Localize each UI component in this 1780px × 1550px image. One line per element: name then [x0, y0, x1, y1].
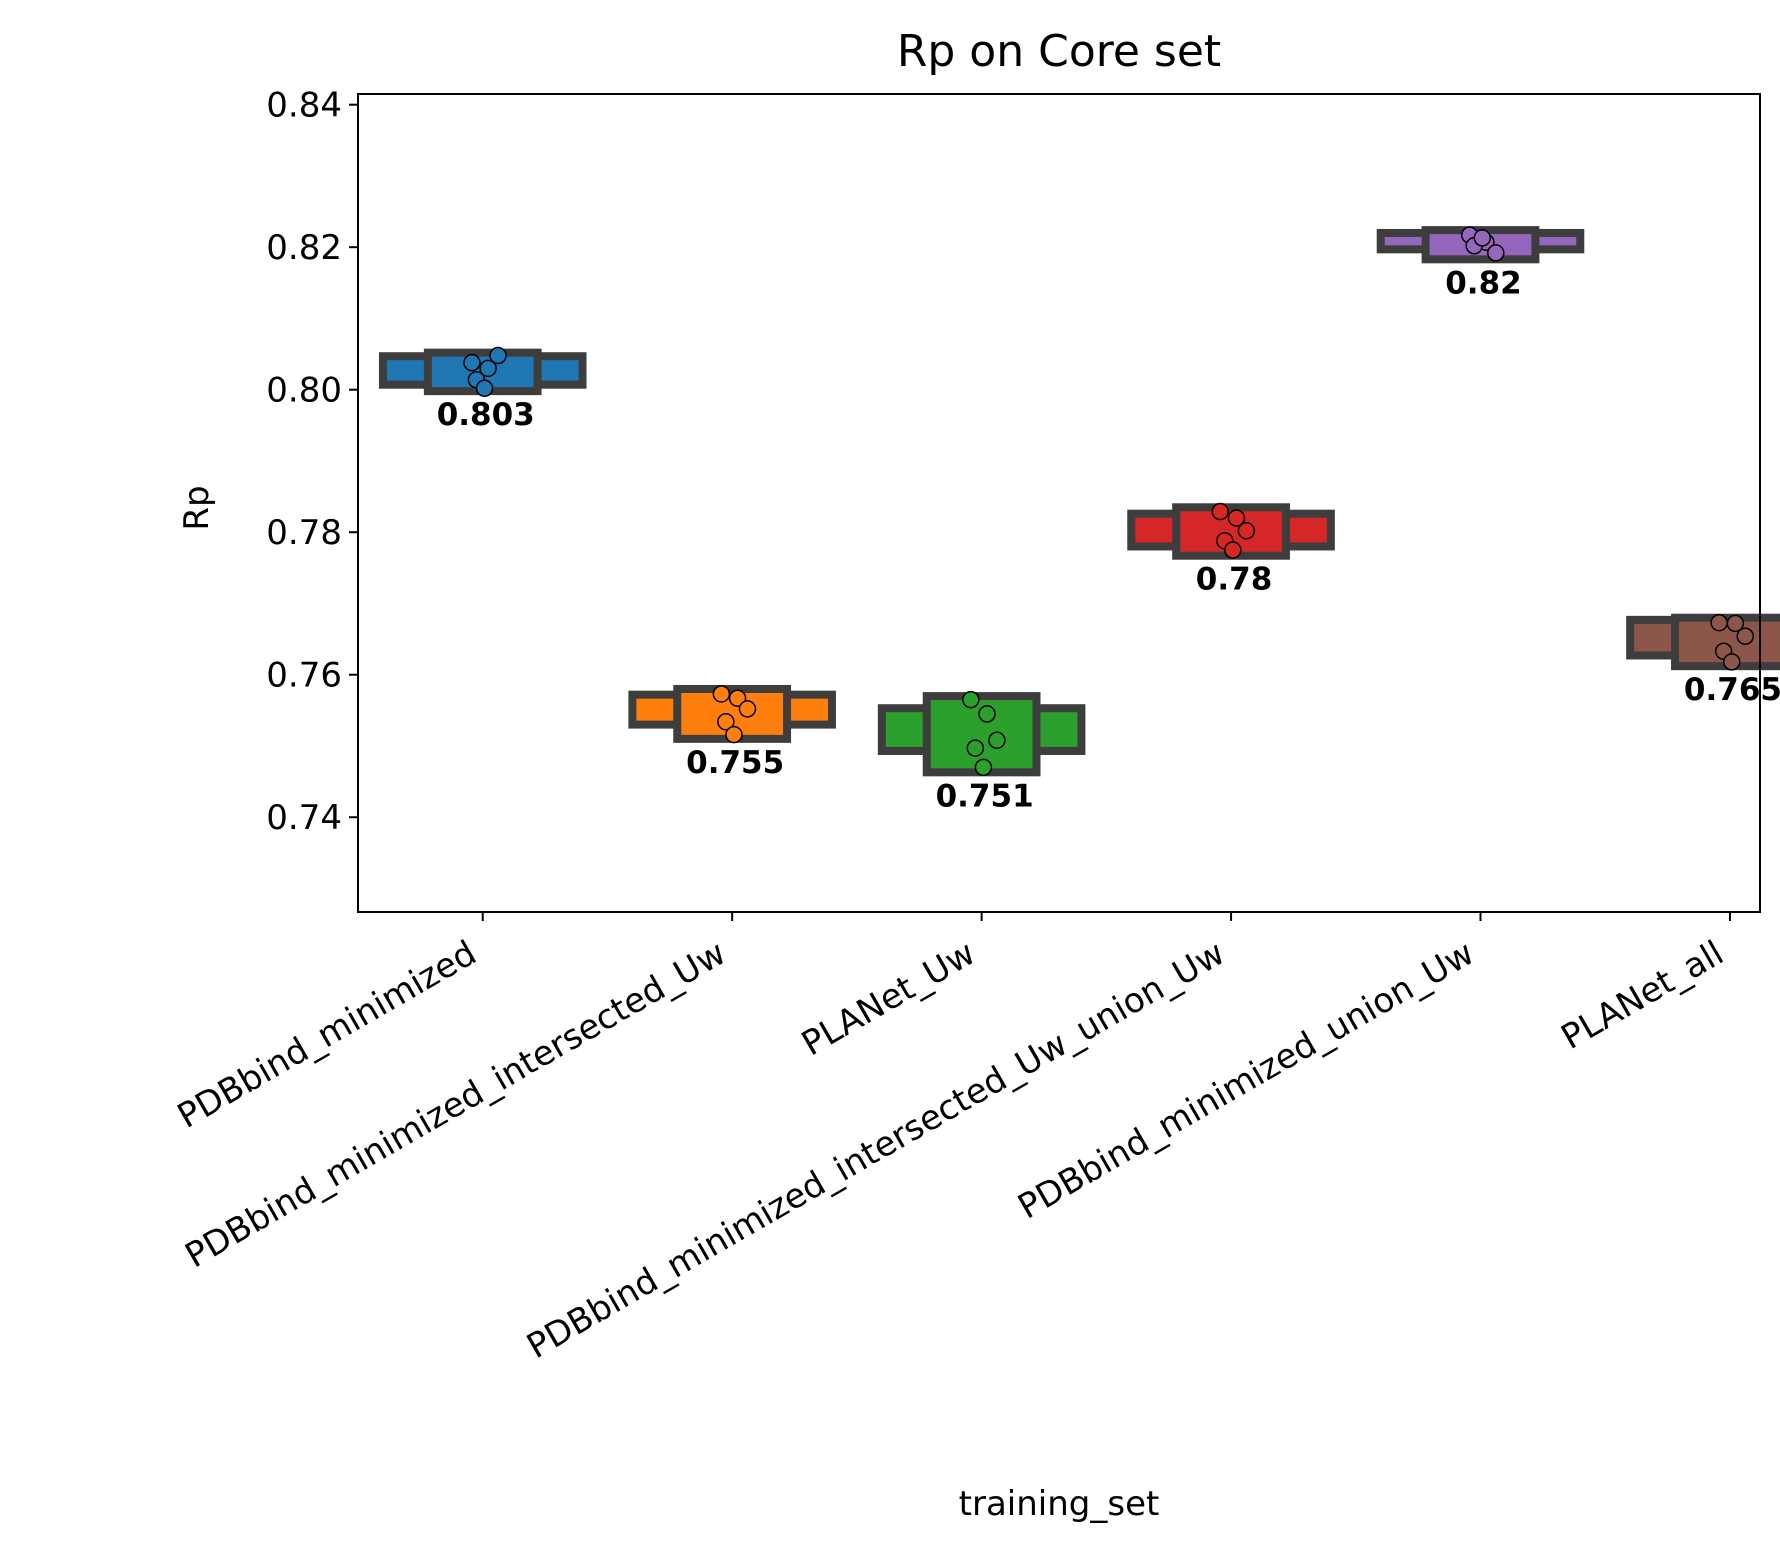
data-point — [988, 731, 1006, 750]
y-axis: 0.74 0.76 0.78 0.80 0.82 0.84 — [266, 86, 358, 838]
y-tick-label: 0.74 — [266, 798, 342, 838]
data-point — [1224, 541, 1242, 559]
data-point — [717, 713, 735, 731]
data-point — [725, 725, 743, 744]
data-point — [1726, 614, 1745, 633]
data-point — [1487, 244, 1505, 262]
median-value-label: 0.755 — [686, 745, 784, 781]
median-value-label: 0.78 — [1196, 562, 1273, 598]
data-point — [475, 379, 494, 398]
y-tick-label: 0.84 — [266, 86, 342, 126]
chart-title: Rp on Core set — [897, 26, 1221, 77]
data-point — [962, 690, 980, 709]
median-value-label: 0.803 — [437, 397, 535, 433]
y-axis-label: Rp — [177, 485, 217, 530]
median-value-label: 0.82 — [1445, 265, 1522, 301]
category-group: 0.765 — [1626, 613, 1780, 708]
data-point — [1237, 522, 1256, 540]
data-point — [1211, 502, 1230, 521]
data-point — [479, 359, 497, 378]
data-point — [966, 739, 985, 757]
data-point — [1227, 509, 1246, 527]
category-group: 0.82 — [1376, 226, 1585, 301]
data-point — [978, 705, 996, 723]
data-point — [728, 689, 747, 707]
y-tick-label: 0.80 — [266, 371, 342, 411]
data-point — [738, 700, 757, 718]
data-point — [1710, 613, 1728, 632]
y-tick-label: 0.78 — [266, 513, 342, 553]
plot-frame — [357, 93, 1761, 913]
data-point — [712, 685, 731, 703]
plot-layer: 0.803 0.755 0.751 0.78 0.82 0.765 — [378, 226, 1780, 814]
x-axis-label: training_set — [959, 1484, 1160, 1524]
data-point — [1473, 229, 1492, 247]
category-group: 0.755 — [628, 684, 836, 781]
data-point — [489, 346, 507, 365]
category-group: 0.78 — [1127, 502, 1335, 598]
median-value-label: 0.765 — [1684, 672, 1780, 708]
data-point — [974, 758, 993, 777]
category-group: 0.751 — [877, 690, 1086, 814]
median-value-label: 0.751 — [936, 778, 1034, 814]
data-point — [1736, 627, 1754, 645]
data-point — [1722, 653, 1741, 671]
y-tick-label: 0.76 — [266, 656, 342, 696]
category-group: 0.803 — [378, 346, 587, 433]
data-point — [463, 353, 481, 372]
y-tick-label: 0.82 — [266, 228, 342, 268]
